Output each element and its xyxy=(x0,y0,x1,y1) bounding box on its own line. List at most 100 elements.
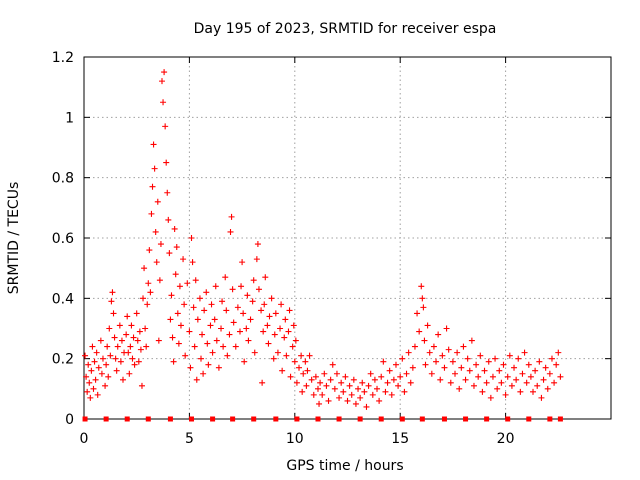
data-point xyxy=(447,379,454,386)
data-point xyxy=(134,337,141,344)
data-point xyxy=(186,328,193,335)
data-point xyxy=(154,198,161,205)
data-point xyxy=(260,328,267,335)
data-point xyxy=(156,277,163,284)
data-point xyxy=(220,343,227,350)
data-point xyxy=(325,397,332,404)
data-point xyxy=(255,286,262,293)
data-point xyxy=(172,271,179,278)
data-point xyxy=(316,400,323,407)
data-point xyxy=(107,352,114,359)
data-point xyxy=(329,361,336,368)
data-point xyxy=(500,361,507,368)
data-point xyxy=(123,331,130,338)
data-point xyxy=(414,310,421,317)
data-point xyxy=(223,307,230,314)
data-point xyxy=(218,325,225,332)
data-point xyxy=(228,213,235,220)
data-point xyxy=(168,292,175,299)
data-point xyxy=(82,352,89,359)
data-point xyxy=(308,376,315,383)
data-point xyxy=(498,379,505,386)
data-point xyxy=(236,328,243,335)
x-tick-label: 5 xyxy=(185,431,194,447)
data-point xyxy=(553,361,560,368)
data-point xyxy=(106,325,113,332)
data-point xyxy=(435,331,442,338)
data-point xyxy=(99,355,106,362)
data-point xyxy=(133,310,140,317)
zero-marker xyxy=(441,416,447,422)
data-point xyxy=(152,228,159,235)
data-point xyxy=(517,388,524,395)
data-point xyxy=(93,349,100,356)
data-point xyxy=(151,165,158,172)
zero-marker xyxy=(103,416,109,422)
data-point xyxy=(184,280,191,287)
data-point xyxy=(125,349,132,356)
y-tick-label: 0.2 xyxy=(52,352,74,368)
data-point xyxy=(445,346,452,353)
data-point xyxy=(538,394,545,401)
data-point xyxy=(234,304,241,311)
data-point xyxy=(162,123,169,130)
data-point xyxy=(443,325,450,332)
data-point xyxy=(161,69,168,76)
data-point xyxy=(319,391,326,398)
data-point xyxy=(131,361,138,368)
data-point xyxy=(542,364,549,371)
data-point xyxy=(291,358,298,365)
data-point xyxy=(111,334,118,341)
data-point xyxy=(203,289,210,296)
data-point xyxy=(205,361,212,368)
data-point xyxy=(175,340,182,347)
data-point xyxy=(454,349,461,356)
data-point xyxy=(439,352,446,359)
data-point xyxy=(519,370,526,377)
data-point xyxy=(144,301,151,308)
y-tick-label: 0.4 xyxy=(52,291,74,307)
data-point xyxy=(271,331,278,338)
data-point xyxy=(506,352,513,359)
data-point xyxy=(534,382,541,389)
data-point xyxy=(208,301,215,308)
data-point xyxy=(289,343,296,350)
data-point xyxy=(165,216,172,223)
data-point xyxy=(191,343,198,350)
data-point xyxy=(204,340,211,347)
data-point xyxy=(287,373,294,380)
data-point xyxy=(492,355,499,362)
data-point xyxy=(416,328,423,335)
data-point xyxy=(91,358,98,365)
data-point xyxy=(546,370,553,377)
data-point xyxy=(117,358,124,365)
zero-marker xyxy=(189,416,195,422)
data-point xyxy=(365,382,372,389)
data-point xyxy=(386,367,393,374)
zero-marker xyxy=(357,416,363,422)
data-point xyxy=(321,370,328,377)
data-point xyxy=(511,364,518,371)
data-point xyxy=(281,334,288,341)
data-point xyxy=(102,382,109,389)
data-point xyxy=(90,385,97,392)
data-point xyxy=(95,364,102,371)
data-point xyxy=(171,225,178,232)
data-point xyxy=(401,388,408,395)
data-point xyxy=(274,349,281,356)
data-point xyxy=(155,337,162,344)
data-point xyxy=(137,346,144,353)
data-point xyxy=(302,358,309,365)
data-point xyxy=(409,364,416,371)
data-point xyxy=(142,325,149,332)
data-point xyxy=(557,373,564,380)
data-point xyxy=(544,385,551,392)
data-point xyxy=(369,391,376,398)
data-point xyxy=(83,373,90,380)
data-point xyxy=(129,355,136,362)
data-point xyxy=(160,99,167,106)
data-point xyxy=(390,376,397,383)
x-tick-label: 0 xyxy=(80,431,89,447)
data-point xyxy=(479,388,486,395)
data-point xyxy=(180,256,187,263)
